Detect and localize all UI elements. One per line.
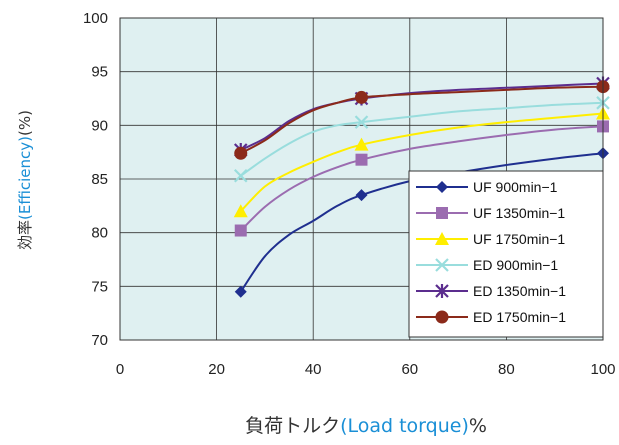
legend-marker-1: [436, 181, 448, 193]
x-tick-label: 20: [208, 361, 225, 378]
x-tick-label: 40: [305, 361, 322, 378]
x-axis-label-en: (Load torque): [340, 415, 469, 437]
legend-marker-4: [435, 258, 449, 272]
x-axis-label: 負荷トルク(Load torque)%: [245, 415, 487, 437]
data-point-s3-1: [233, 204, 248, 218]
data-point-s6-1: [234, 146, 248, 160]
data-point-s4-1: [233, 169, 248, 183]
legend-marker-5: [435, 284, 449, 298]
y-tick-label: 95: [91, 64, 108, 81]
y-axis-label-en: (Efficiency): [16, 136, 34, 220]
x-tick-label: 100: [590, 361, 615, 378]
legend-marker-2: [436, 207, 448, 219]
data-point-s1-1: [234, 285, 247, 298]
legend-label-6: ED 1750min−1: [473, 309, 566, 325]
y-tick-label: 70: [91, 332, 108, 349]
x-tick-label: 0: [116, 361, 124, 378]
legend-label-5: ED 1350min−1: [473, 283, 566, 299]
legend-box: [408, 170, 604, 338]
x-tick-label: 60: [401, 361, 418, 378]
y-tick-label: 90: [91, 117, 108, 134]
x-axis-label-unit: %: [469, 415, 487, 437]
legend-label-3: UF 1750min−1: [473, 231, 565, 247]
y-tick-label: 80: [91, 225, 108, 242]
x-tick-label: 80: [498, 361, 515, 378]
data-point-s6-2: [355, 90, 368, 104]
x-tick-labels: 0 20 40 60 80 100: [116, 361, 616, 378]
legend-marker-3: [435, 232, 449, 245]
data-point-s1-2: [355, 189, 368, 202]
y-tick-labels: 70 75 80 85 90 95 100: [83, 10, 108, 349]
y-tick-label: 75: [91, 278, 108, 295]
legend: UF 900min−1 UF 1350min−1 UF 1750min−1 ED 90…: [408, 170, 604, 338]
y-axis-label-unit: (%): [16, 110, 34, 136]
legend-marker-6: [435, 310, 449, 324]
y-tick-label: 100: [83, 10, 108, 27]
legend-label-4: ED 900min−1: [473, 257, 558, 273]
y-axis-label: 効率(Efficiency)(%): [16, 110, 34, 250]
data-point-s2-2: [355, 153, 368, 166]
data-point-s2-1: [234, 224, 247, 237]
legend-label-1: UF 900min−1: [473, 179, 558, 195]
data-point-s3-2: [354, 137, 369, 151]
x-axis-label-jp: 負荷トルク: [245, 415, 340, 437]
data-point-s4-2: [354, 115, 369, 129]
y-axis-label-jp: 効率: [16, 220, 34, 250]
legend-label-2: UF 1350min−1: [473, 205, 565, 221]
y-tick-label: 85: [91, 171, 108, 188]
